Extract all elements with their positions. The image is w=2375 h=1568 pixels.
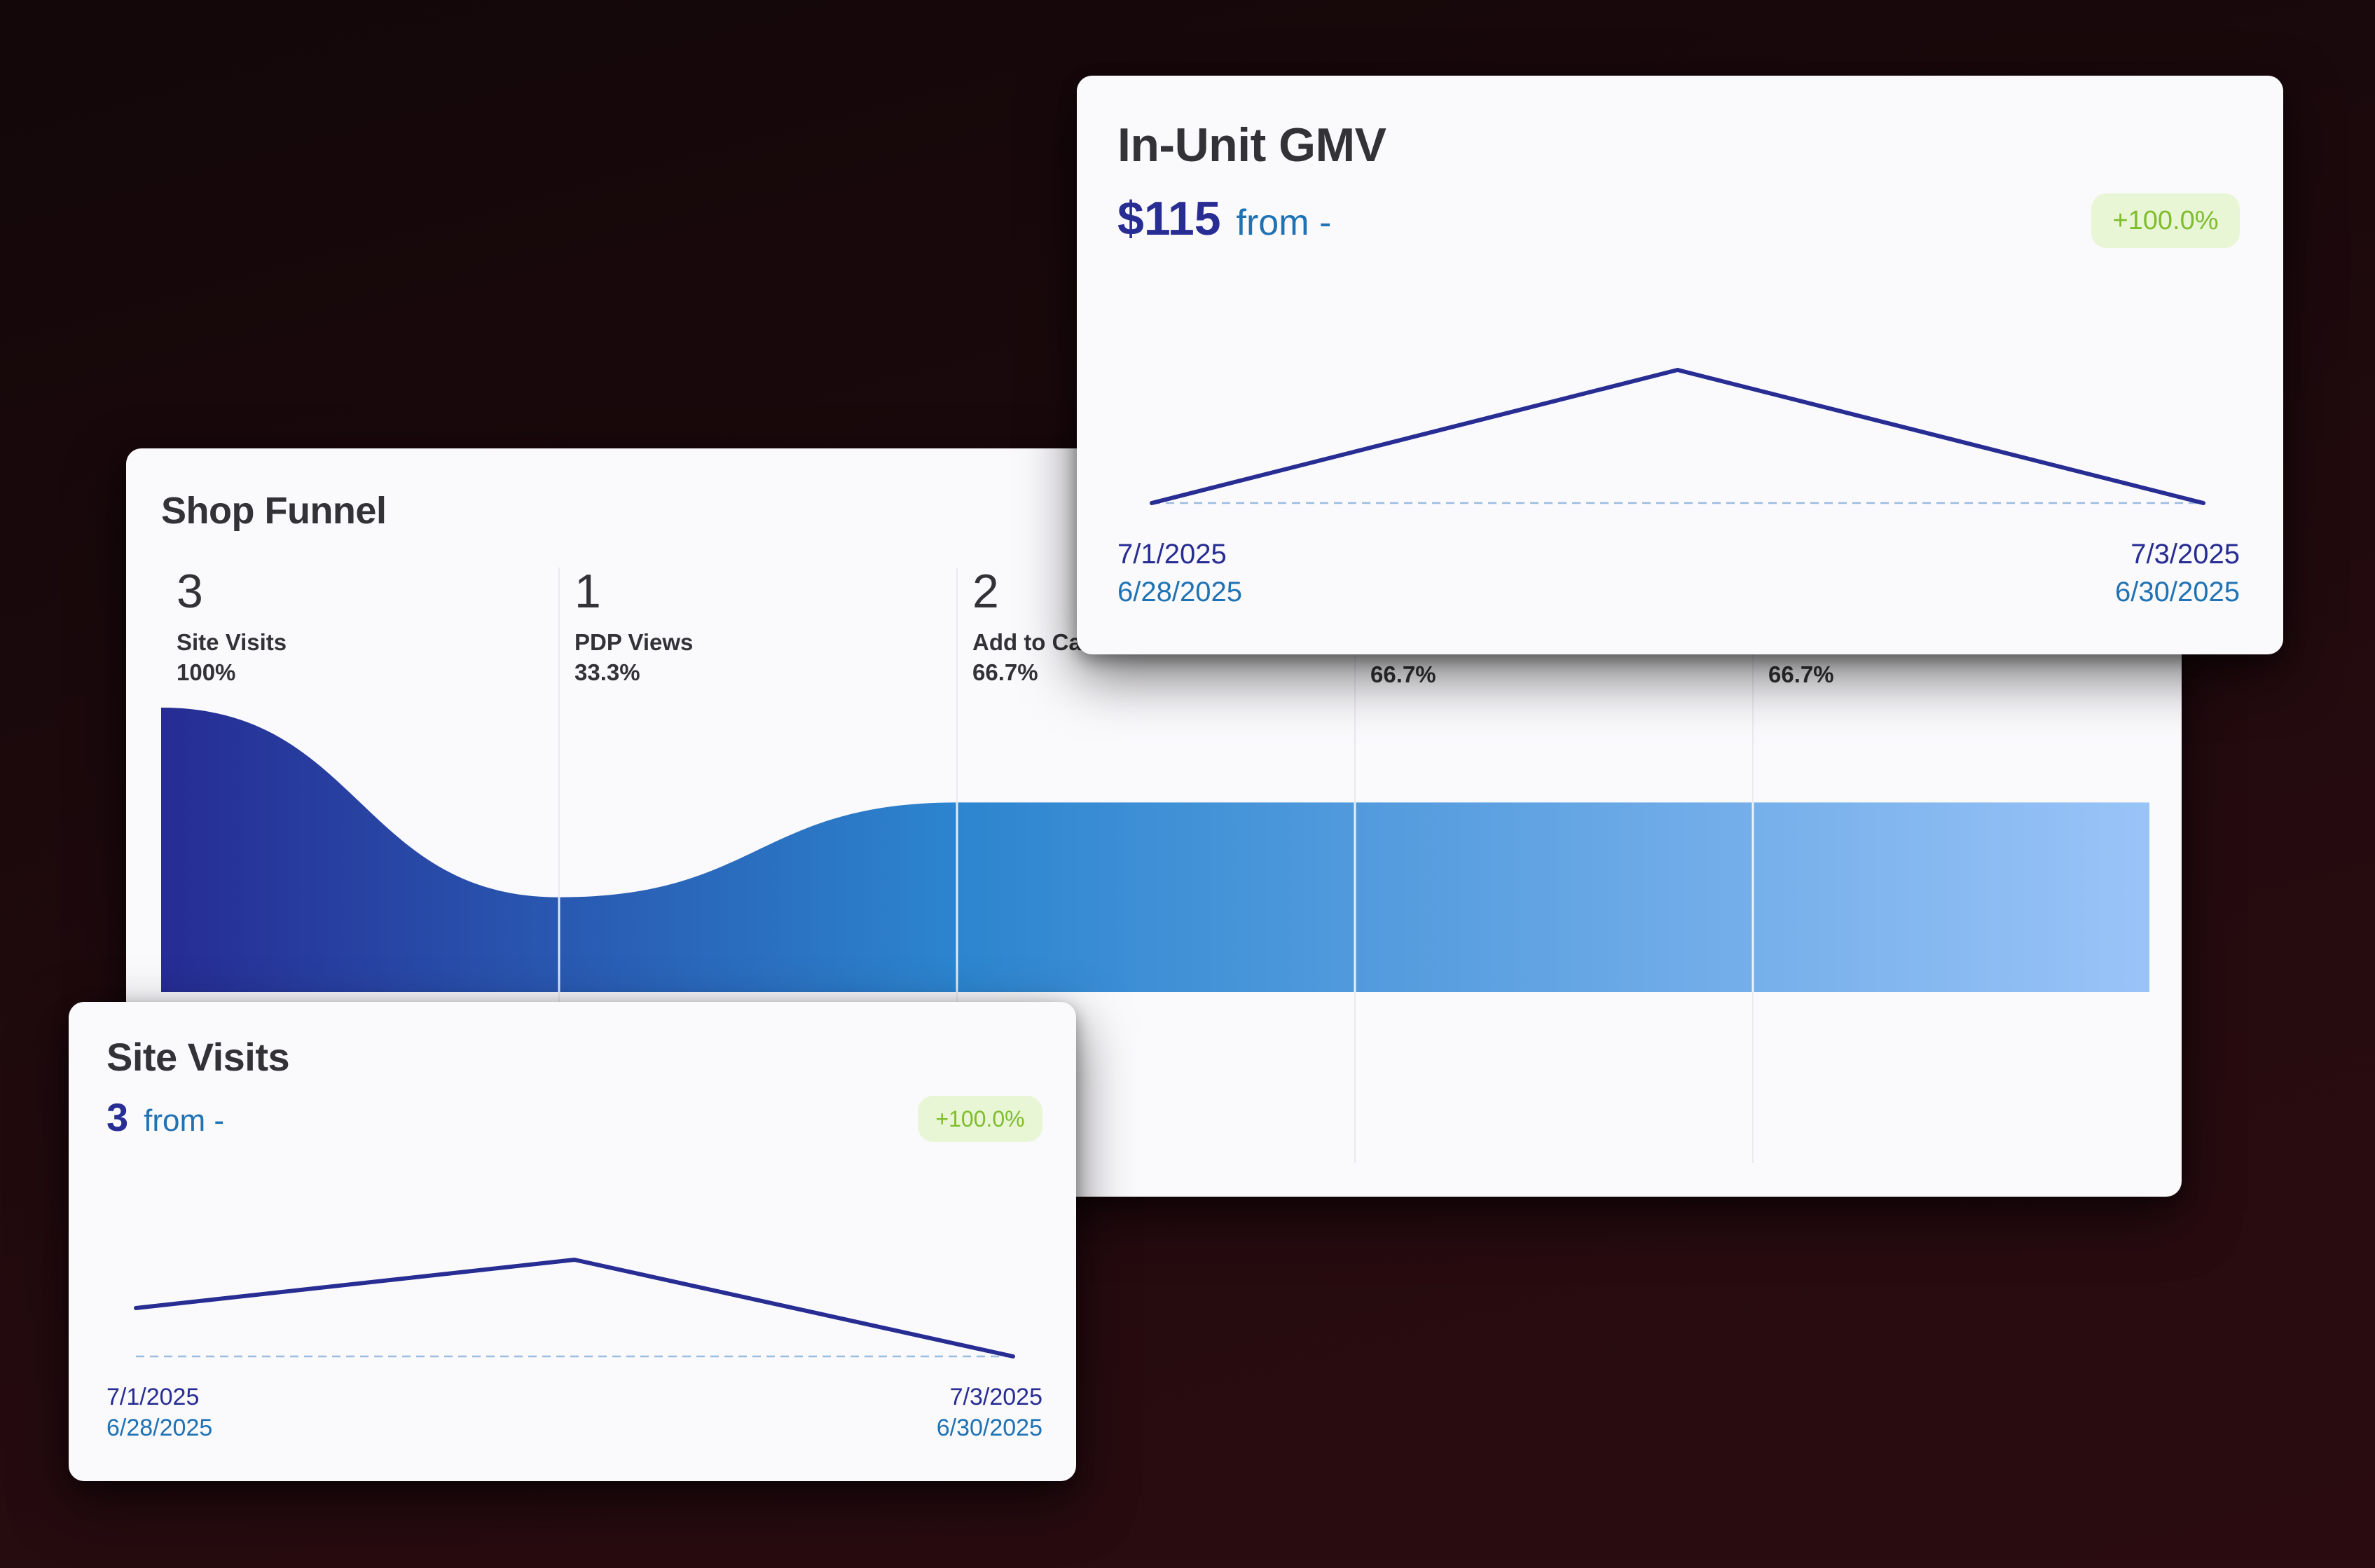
funnel-step-percent: 33.3% bbox=[574, 659, 640, 685]
funnel-step-label: Site Visits bbox=[177, 629, 287, 655]
visits-from: from - bbox=[144, 1103, 225, 1138]
funnel-step-percent: 100% bbox=[177, 659, 236, 685]
funnel-step-site-visits: 3 Site Visits 100% bbox=[177, 568, 287, 688]
funnel-step-count: 2 bbox=[972, 565, 999, 618]
gmv-date-start: 7/1/2025 bbox=[1117, 539, 1227, 570]
gmv-change-badge: +100.0% bbox=[2091, 193, 2240, 248]
primary-series-line bbox=[1150, 368, 2205, 505]
visits-dates-start: 7/1/2025 6/28/2025 bbox=[106, 1382, 212, 1443]
gmv-compare-start: 6/28/2025 bbox=[1117, 577, 1242, 607]
gmv-title: In-Unit GMV bbox=[1117, 118, 1386, 172]
funnel-step-label: PDP Views bbox=[574, 629, 694, 655]
funnel-step-count: 1 bbox=[574, 565, 601, 618]
visits-date-start: 7/1/2025 bbox=[106, 1384, 200, 1410]
visits-value: 3 bbox=[106, 1095, 129, 1139]
visits-compare-start: 6/28/2025 bbox=[106, 1415, 213, 1441]
primary-series-line bbox=[134, 1258, 1015, 1359]
gmv-date-end: 7/3/2025 bbox=[2130, 539, 2240, 570]
visits-sparkline bbox=[134, 1258, 1015, 1359]
visits-title: Site Visits bbox=[106, 1035, 290, 1079]
gmv-metric: $115 from - bbox=[1117, 191, 1331, 246]
gmv-from: from - bbox=[1236, 202, 1332, 243]
funnel-title: Shop Funnel bbox=[161, 490, 387, 532]
gmv-compare-end: 6/30/2025 bbox=[2115, 577, 2240, 607]
funnel-step-5: 66.7% bbox=[1768, 660, 1834, 690]
funnel-step-percent: 66.7% bbox=[1768, 661, 1834, 687]
site-visits-card: Site Visits 3 from - +100.0% 7/1/2025 6/2… bbox=[69, 1002, 1076, 1481]
gmv-value: $115 bbox=[1117, 192, 1221, 245]
gmv-card: In-Unit GMV $115 from - +100.0% 7/1/2025 … bbox=[1077, 76, 2283, 654]
visits-date-end: 7/3/2025 bbox=[949, 1384, 1042, 1410]
gmv-sparkline bbox=[1150, 368, 2205, 505]
visits-compare-end: 6/30/2025 bbox=[936, 1415, 1042, 1441]
funnel-step-count: 3 bbox=[177, 565, 203, 618]
funnel-step-label: Add to Ca bbox=[972, 629, 1082, 655]
funnel-step-add-to-cart: 2 Add to Ca 66.7% bbox=[972, 568, 1082, 688]
gmv-dates-end: 7/3/2025 6/30/2025 bbox=[2115, 535, 2240, 611]
funnel-step-percent: 66.7% bbox=[972, 659, 1038, 685]
gmv-dates-start: 7/1/2025 6/28/2025 bbox=[1117, 535, 1242, 611]
funnel-step-4: 66.7% bbox=[1370, 660, 1436, 690]
visits-change-badge: +100.0% bbox=[918, 1096, 1042, 1142]
funnel-area bbox=[161, 708, 2149, 992]
visits-metric: 3 from - bbox=[106, 1094, 224, 1140]
funnel-step-percent: 66.7% bbox=[1370, 661, 1436, 687]
funnel-chart bbox=[161, 568, 2149, 1163]
visits-dates-end: 7/3/2025 6/30/2025 bbox=[937, 1382, 1042, 1443]
funnel-step-pdp-views: 1 PDP Views 33.3% bbox=[574, 568, 693, 688]
